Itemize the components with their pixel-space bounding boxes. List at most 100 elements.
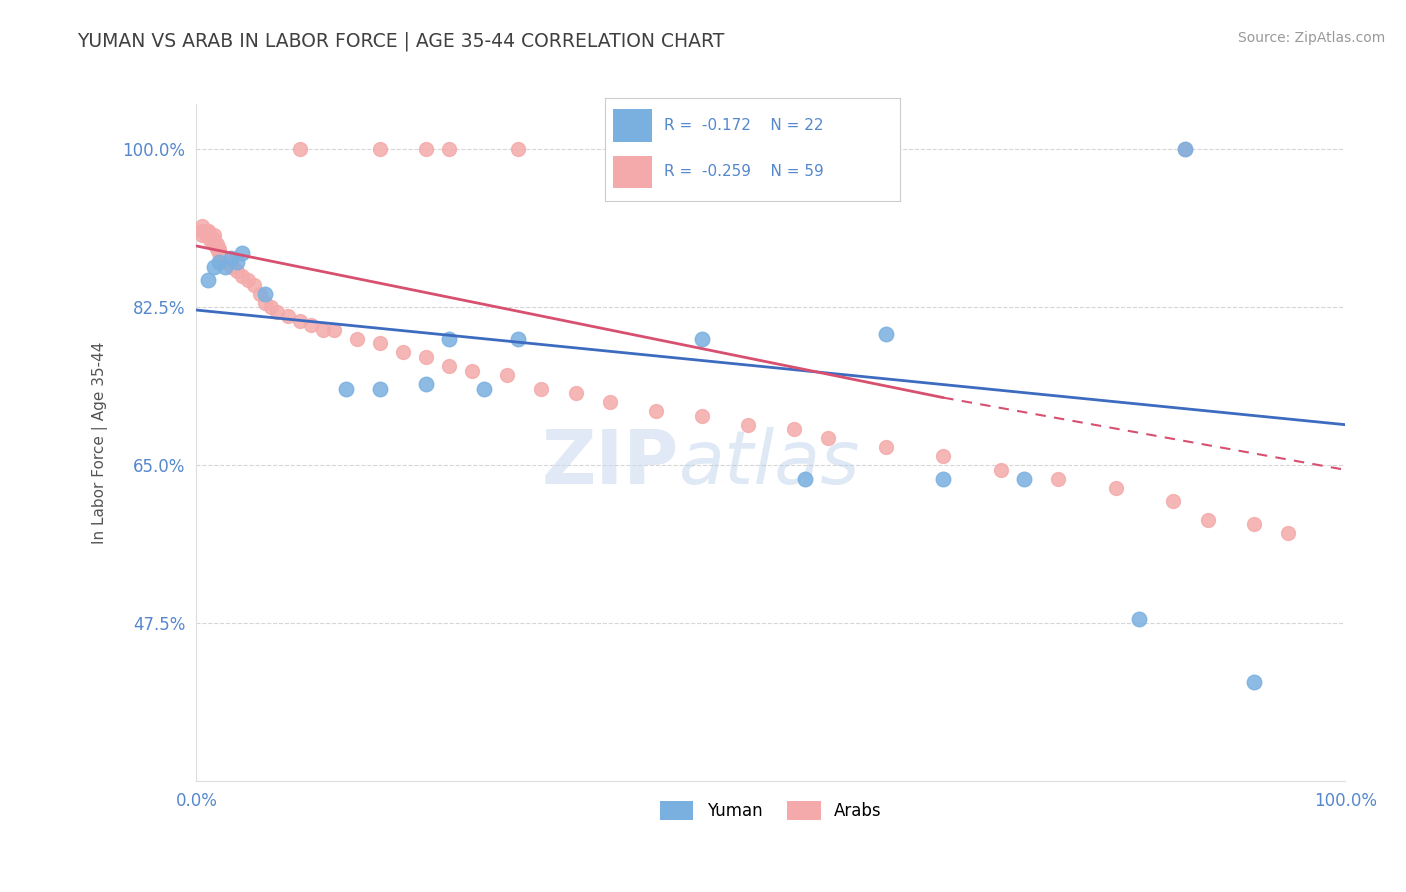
Point xyxy=(197,224,219,238)
Point xyxy=(1277,526,1299,541)
Text: R =  -0.172    N = 22: R = -0.172 N = 22 xyxy=(664,119,823,133)
Point xyxy=(690,142,713,156)
Point xyxy=(243,277,266,292)
Point xyxy=(437,359,460,373)
Point xyxy=(875,142,897,156)
Point xyxy=(288,142,311,156)
Point xyxy=(506,332,529,346)
Point xyxy=(783,422,806,436)
Point xyxy=(231,246,253,260)
Point xyxy=(1104,481,1126,495)
Text: atlas: atlas xyxy=(679,427,860,500)
Point xyxy=(415,142,437,156)
Point xyxy=(202,233,225,247)
Point xyxy=(1174,142,1197,156)
Point xyxy=(312,323,335,337)
Point xyxy=(225,264,247,278)
Point xyxy=(197,273,219,287)
Point xyxy=(236,273,259,287)
Point xyxy=(690,409,713,423)
Point xyxy=(214,260,236,274)
Point xyxy=(645,404,668,418)
Point xyxy=(202,260,225,274)
Point xyxy=(335,382,357,396)
Point xyxy=(506,142,529,156)
Point xyxy=(288,314,311,328)
Point xyxy=(194,224,217,238)
Point xyxy=(191,224,214,238)
Point xyxy=(368,382,391,396)
FancyBboxPatch shape xyxy=(613,110,652,142)
Point xyxy=(214,251,236,265)
Point xyxy=(260,301,283,315)
Point xyxy=(1047,472,1070,486)
Point xyxy=(1128,612,1150,626)
Point xyxy=(197,228,219,243)
Legend: Yuman, Arabs: Yuman, Arabs xyxy=(654,795,889,827)
Point xyxy=(205,237,228,252)
Point xyxy=(495,368,517,382)
Text: YUMAN VS ARAB IN LABOR FORCE | AGE 35-44 CORRELATION CHART: YUMAN VS ARAB IN LABOR FORCE | AGE 35-44… xyxy=(77,31,724,51)
Point xyxy=(208,242,231,256)
Point xyxy=(299,318,322,333)
Point xyxy=(1174,142,1197,156)
Point xyxy=(690,142,713,156)
FancyBboxPatch shape xyxy=(613,155,652,188)
Point xyxy=(198,233,221,247)
Point xyxy=(202,237,225,252)
Point xyxy=(191,219,214,233)
Point xyxy=(530,382,553,396)
Point xyxy=(599,395,621,409)
Point xyxy=(564,386,586,401)
Point xyxy=(368,142,391,156)
Point xyxy=(392,345,415,359)
Point xyxy=(1197,512,1219,526)
Point xyxy=(472,382,495,396)
Point xyxy=(875,440,897,454)
Point xyxy=(794,472,817,486)
Point xyxy=(219,260,242,274)
Point xyxy=(415,350,437,364)
Point xyxy=(794,142,817,156)
Point xyxy=(208,255,231,269)
Point xyxy=(219,255,242,269)
Point xyxy=(1243,516,1265,531)
Point xyxy=(437,142,460,156)
Point xyxy=(932,450,955,464)
Point xyxy=(932,472,955,486)
Text: R =  -0.259    N = 59: R = -0.259 N = 59 xyxy=(664,164,824,179)
Point xyxy=(990,463,1012,477)
Point xyxy=(208,246,231,260)
Point xyxy=(1012,472,1035,486)
Point xyxy=(191,228,214,243)
Text: Source: ZipAtlas.com: Source: ZipAtlas.com xyxy=(1237,31,1385,45)
Point xyxy=(875,327,897,342)
Point xyxy=(690,332,713,346)
Point xyxy=(415,377,437,392)
Point xyxy=(219,251,242,265)
Point xyxy=(205,242,228,256)
Point xyxy=(249,286,271,301)
Point xyxy=(231,268,253,283)
Point xyxy=(346,332,368,346)
Point xyxy=(202,228,225,243)
Y-axis label: In Labor Force | Age 35-44: In Labor Force | Age 35-44 xyxy=(93,342,108,544)
Point xyxy=(794,142,817,156)
Point xyxy=(254,295,277,310)
Point xyxy=(198,228,221,243)
Point xyxy=(437,332,460,346)
Point xyxy=(197,224,219,238)
Point xyxy=(277,310,299,324)
Point xyxy=(1161,494,1184,508)
Point xyxy=(737,417,759,432)
Text: ZIP: ZIP xyxy=(541,426,679,500)
Point xyxy=(225,255,247,269)
Point xyxy=(254,286,277,301)
Point xyxy=(266,305,288,319)
Point xyxy=(817,431,839,445)
Point xyxy=(323,323,346,337)
Point xyxy=(194,228,217,243)
Point xyxy=(461,363,484,377)
Point xyxy=(368,336,391,351)
Point xyxy=(1243,675,1265,690)
